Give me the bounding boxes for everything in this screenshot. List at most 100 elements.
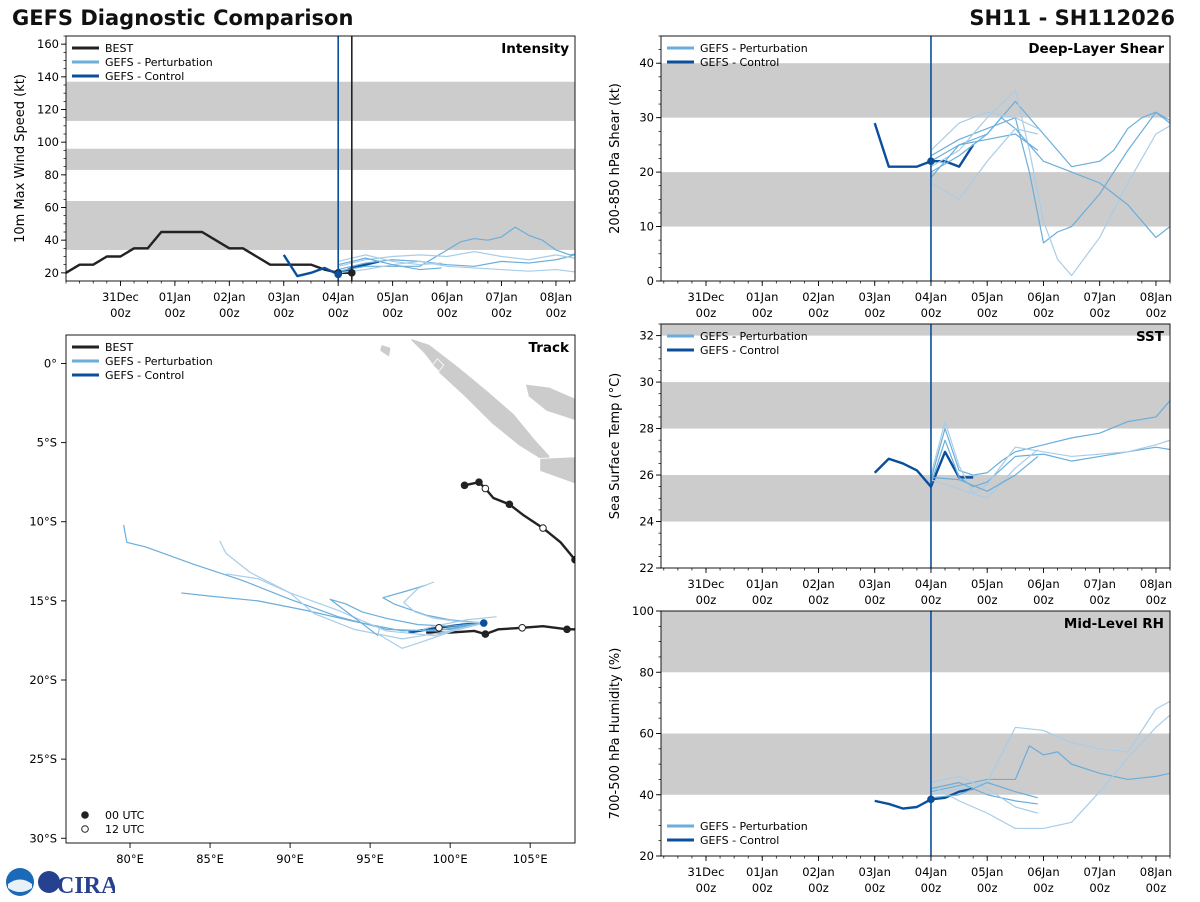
rh-legend-label: GEFS - Control bbox=[700, 834, 779, 847]
track-12utc-marker bbox=[539, 524, 547, 532]
rh-xtick-label: 00z bbox=[977, 881, 998, 895]
track-ytick-label: 20°S bbox=[29, 673, 57, 687]
shear-xtick-label: 05Jan bbox=[971, 290, 1003, 304]
rh-xtick-label: 00z bbox=[696, 881, 717, 895]
rh-xtick-label: 02Jan bbox=[802, 865, 834, 879]
globe-icon bbox=[38, 871, 60, 893]
intensity-best-line bbox=[66, 230, 352, 275]
track-perturbation-line bbox=[225, 573, 484, 640]
land-polygon bbox=[524, 383, 575, 421]
shear-xtick-label: 00z bbox=[808, 306, 829, 320]
sst-band bbox=[661, 324, 1170, 336]
track-legend-label: BEST bbox=[105, 341, 133, 354]
intensity-xtick-label: 00z bbox=[165, 306, 186, 320]
shear-xtick-label: 01Jan bbox=[746, 290, 778, 304]
sst-xtick-label: 08Jan bbox=[1140, 577, 1172, 591]
cira-logo: CIRA bbox=[5, 866, 119, 902]
track-ytick-label: 25°S bbox=[29, 752, 57, 766]
sst-perturbation-line bbox=[930, 421, 1170, 495]
shear-perturbation-line bbox=[930, 111, 1170, 244]
rh-ytick-label: 60 bbox=[639, 727, 654, 741]
shear-xtick-label: 03Jan bbox=[859, 290, 891, 304]
track-legend-label: GEFS - Control bbox=[105, 369, 184, 382]
shear-xtick-label: 00z bbox=[1033, 306, 1054, 320]
intensity-xtick-label: 08Jan bbox=[540, 290, 572, 304]
intensity-ytick-label: 60 bbox=[44, 201, 59, 215]
shear-xtick-label: 06Jan bbox=[1027, 290, 1059, 304]
shear-xtick-label: 00z bbox=[1089, 306, 1110, 320]
rh-perturbation-line bbox=[930, 781, 1038, 805]
intensity-ytick-label: 120 bbox=[37, 103, 59, 117]
track-legend-label: GEFS - Perturbation bbox=[105, 355, 213, 368]
sst-panel: 22 24 26 28 30 32 31Dec 00z 01Jan 00z 02Jan 00z 03Ja… bbox=[608, 323, 1172, 607]
track-panel: 0° 5°S 10°S 15°S 20°S 25°S 30°S 80°E 85°E 90°E 95°… bbox=[29, 334, 576, 866]
intensity-xtick-label: 01Jan bbox=[159, 290, 191, 304]
track-ytick-label: 15°S bbox=[29, 594, 57, 608]
intensity-ylabel: 10m Max Wind Speed (kt) bbox=[13, 74, 28, 243]
track-00utc-marker bbox=[571, 555, 575, 564]
sst-xtick-label: 03Jan bbox=[859, 577, 891, 591]
shear-title: Deep-Layer Shear bbox=[1028, 41, 1164, 57]
rh-legend-label: GEFS - Perturbation bbox=[700, 820, 808, 833]
land-polygon bbox=[432, 358, 445, 373]
intensity-perturbation-line bbox=[338, 226, 575, 272]
intensity-legend-label: BEST bbox=[105, 42, 133, 55]
rh-xtick-label: 06Jan bbox=[1027, 865, 1059, 879]
track-00utc-marker bbox=[481, 630, 490, 638]
rh-xtick-label: 08Jan bbox=[1140, 865, 1172, 879]
intensity-legend-label: GEFS - Control bbox=[105, 70, 184, 83]
track-marker-legend-symbol bbox=[81, 825, 89, 833]
rh-xtick-label: 00z bbox=[1033, 881, 1054, 895]
sst-perturbation-line bbox=[930, 439, 1170, 488]
rh-xtick-label: 07Jan bbox=[1084, 865, 1116, 879]
intensity-ytick-label: 40 bbox=[44, 233, 59, 247]
rh-perturbation-line bbox=[930, 775, 1038, 814]
intensity-ytick-label: 80 bbox=[44, 168, 59, 182]
sst-ytick-label: 28 bbox=[639, 422, 654, 436]
intensity-band bbox=[66, 148, 575, 170]
sst-xtick-label: 00z bbox=[752, 593, 773, 607]
sst-xtick-label: 04Jan bbox=[915, 577, 947, 591]
shear-ytick-label: 40 bbox=[639, 56, 654, 70]
rh-band bbox=[661, 611, 1170, 673]
track-ytick-label: 5°S bbox=[37, 436, 57, 450]
sst-control-line bbox=[873, 450, 974, 488]
sst-xtick-label: 00z bbox=[921, 593, 942, 607]
rh-ytick-label: 20 bbox=[639, 849, 654, 863]
land-polygon bbox=[539, 456, 575, 485]
track-perturbation-line bbox=[123, 524, 484, 632]
rh-xtick-label: 05Jan bbox=[971, 865, 1003, 879]
shear-band bbox=[661, 63, 1170, 118]
track-xtick-label: 100°E bbox=[433, 852, 468, 866]
track-marker-legend-label: 00 UTC bbox=[105, 809, 145, 822]
intensity-ytick-label: 100 bbox=[37, 135, 59, 149]
sst-xtick-label: 00z bbox=[864, 593, 885, 607]
rh-perturbation-line bbox=[930, 700, 1170, 796]
track-12utc-marker bbox=[518, 623, 526, 632]
sst-ytick-label: 30 bbox=[639, 375, 654, 389]
track-perturbation-line bbox=[329, 598, 484, 637]
rh-xtick-label: 31Dec bbox=[688, 865, 725, 879]
land-polygon bbox=[379, 343, 392, 358]
rh-xtick-label: 01Jan bbox=[746, 865, 778, 879]
intensity-xtick-label: 00z bbox=[437, 306, 458, 320]
sst-xtick-label: 00z bbox=[1089, 593, 1110, 607]
sst-band bbox=[661, 475, 1170, 522]
intensity-xtick-label: 31Dec bbox=[102, 290, 139, 304]
track-plot-content bbox=[123, 337, 575, 649]
sst-ytick-label: 32 bbox=[639, 329, 654, 343]
shear-xtick-label: 08Jan bbox=[1140, 290, 1172, 304]
intensity-xtick-label: 06Jan bbox=[431, 290, 463, 304]
rh-xtick-label: 00z bbox=[808, 881, 829, 895]
sst-xtick-label: 02Jan bbox=[802, 577, 834, 591]
rh-perturbation-line bbox=[930, 714, 1170, 830]
shear-ytick-label: 10 bbox=[639, 220, 654, 234]
track-xtick-label: 90°E bbox=[276, 852, 304, 866]
sst-band bbox=[661, 382, 1170, 429]
track-best-line bbox=[426, 624, 575, 636]
rh-band bbox=[661, 733, 1170, 795]
intensity-xtick-label: 03Jan bbox=[268, 290, 300, 304]
sst-ylabel: Sea Surface Temp (°C) bbox=[608, 373, 623, 520]
intensity-legend-label: GEFS - Perturbation bbox=[105, 56, 213, 69]
storm-id: SH11 - SH112026 bbox=[969, 6, 1175, 30]
